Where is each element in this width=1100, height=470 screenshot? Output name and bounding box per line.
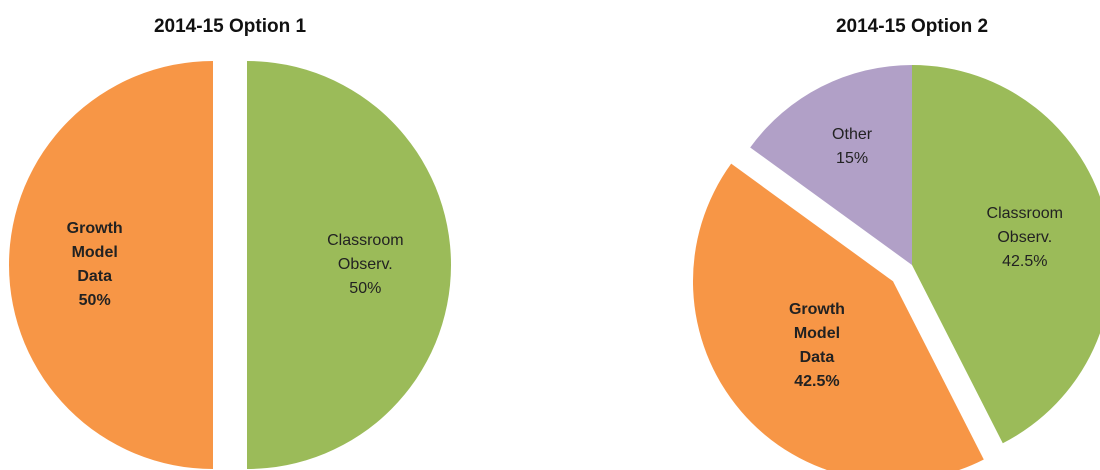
pie-slice bbox=[247, 61, 451, 469]
value-label: 15% bbox=[836, 150, 869, 168]
category-label: Classroom Observ. bbox=[986, 204, 1064, 246]
category-label: Other bbox=[832, 126, 873, 144]
chart-title: 2014-15 Option 2 bbox=[835, 16, 989, 37]
pie-slice bbox=[692, 163, 984, 470]
value-label: 50% bbox=[349, 280, 382, 297]
category-label: Classroom Observ. bbox=[327, 232, 404, 273]
slice-label: Growth Model Data 42.5% bbox=[782, 298, 852, 394]
pie-slice bbox=[9, 61, 213, 469]
value-label: 42.5% bbox=[1002, 252, 1048, 270]
pie-slice bbox=[750, 65, 912, 265]
pie-slice bbox=[912, 65, 1100, 444]
slice-label: Other 15% bbox=[822, 123, 882, 171]
category-label: Growth Model Data bbox=[788, 301, 845, 367]
value-label: 42.5% bbox=[794, 373, 840, 391]
chart-title: 2014-15 Option 1 bbox=[153, 16, 307, 37]
slice-label: Growth Model Data 50% bbox=[60, 217, 130, 313]
category-label: Growth Model Data bbox=[66, 220, 123, 285]
value-label: 50% bbox=[78, 292, 111, 309]
slice-label: Classroom Observ. 42.5% bbox=[980, 202, 1070, 274]
slice-label: Classroom Observ. 50% bbox=[320, 229, 410, 301]
